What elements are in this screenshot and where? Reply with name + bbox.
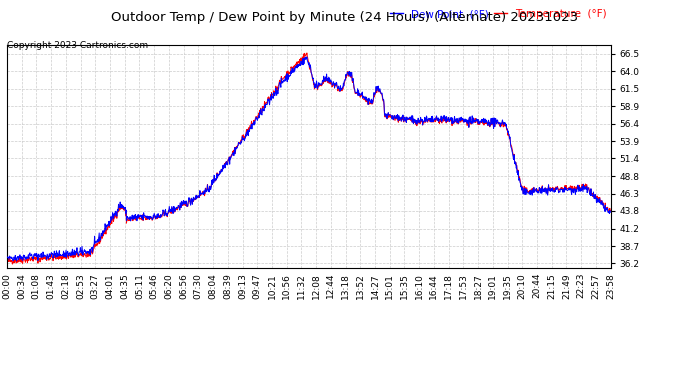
Legend: Dew Point  (°F), Temperature  (°F): Dew Point (°F), Temperature (°F): [386, 5, 611, 23]
Text: Copyright 2023 Cartronics.com: Copyright 2023 Cartronics.com: [7, 41, 148, 50]
Text: Outdoor Temp / Dew Point by Minute (24 Hours) (Alternate) 20231023: Outdoor Temp / Dew Point by Minute (24 H…: [112, 11, 578, 24]
